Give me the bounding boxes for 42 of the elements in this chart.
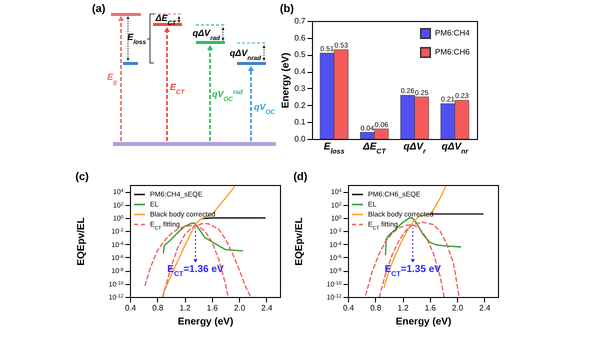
x-axis-title: Energy (eV)	[178, 316, 234, 328]
text: qΔV$_{nrad}$	[230, 48, 262, 62]
text: qV$_{OC}$	[254, 102, 276, 116]
x-tick-label: 0.8	[152, 304, 164, 312]
x-tick-label: 0.4	[342, 304, 355, 312]
x-tick-label: 2.0	[234, 304, 246, 312]
text: E$_{CT}$	[170, 82, 186, 96]
x-tick-label: qΔV$_{r}$	[404, 142, 428, 155]
chart-title: (c)	[75, 171, 90, 183]
x-tick-label: 1.2	[179, 304, 192, 312]
x-tick-label: 1.6	[424, 304, 436, 312]
y-tick-label: 0.7	[294, 16, 306, 26]
y-axis-title: EQEpv/EL	[76, 217, 87, 266]
x-tick-label: 2.4	[261, 304, 273, 312]
y-tick-label: 0.5	[294, 50, 306, 60]
y-tick-label: 0.3	[294, 84, 306, 93]
x-axis-title: Energy (eV)	[396, 316, 452, 328]
text: qΔV$_{rad}$	[192, 28, 220, 42]
x-tick-label: 0.4	[124, 304, 137, 312]
y-tick-label: 0.1	[294, 118, 306, 127]
y-tick-label: 0.2	[294, 100, 306, 110]
x-tick-label: 0.8	[370, 304, 382, 312]
x-tick-label: 1.2	[397, 304, 410, 312]
x-tick-label: qΔV$_{nr}$	[442, 142, 470, 155]
line-series	[162, 222, 244, 254]
x-tick-label: 2.0	[452, 304, 464, 312]
x-tick-label: 2.4	[479, 304, 491, 312]
x-tick-label: ΔE$_{CT}$	[362, 142, 386, 155]
y-axis-title: EQEpv/EL	[294, 217, 305, 266]
chart-title: (b)	[280, 3, 294, 15]
x-tick-label: E$_{loss}$	[324, 142, 345, 155]
text: (a)	[92, 3, 106, 15]
y-tick-label: 0.0	[294, 134, 306, 144]
text: E$_{loss}$	[127, 32, 146, 46]
chart-title: (d)	[293, 171, 308, 183]
legend-label: PM6:CH6	[435, 48, 470, 56]
text: E$_{g}$	[107, 72, 118, 86]
y-tick-label: 0.6	[294, 33, 306, 42]
x-tick-label: 1.6	[206, 304, 218, 312]
y-axis-title: Energy (eV)	[280, 52, 292, 108]
y-tick-label: 0.4	[294, 67, 306, 76]
legend-label: PM6:CH4	[435, 28, 470, 38]
